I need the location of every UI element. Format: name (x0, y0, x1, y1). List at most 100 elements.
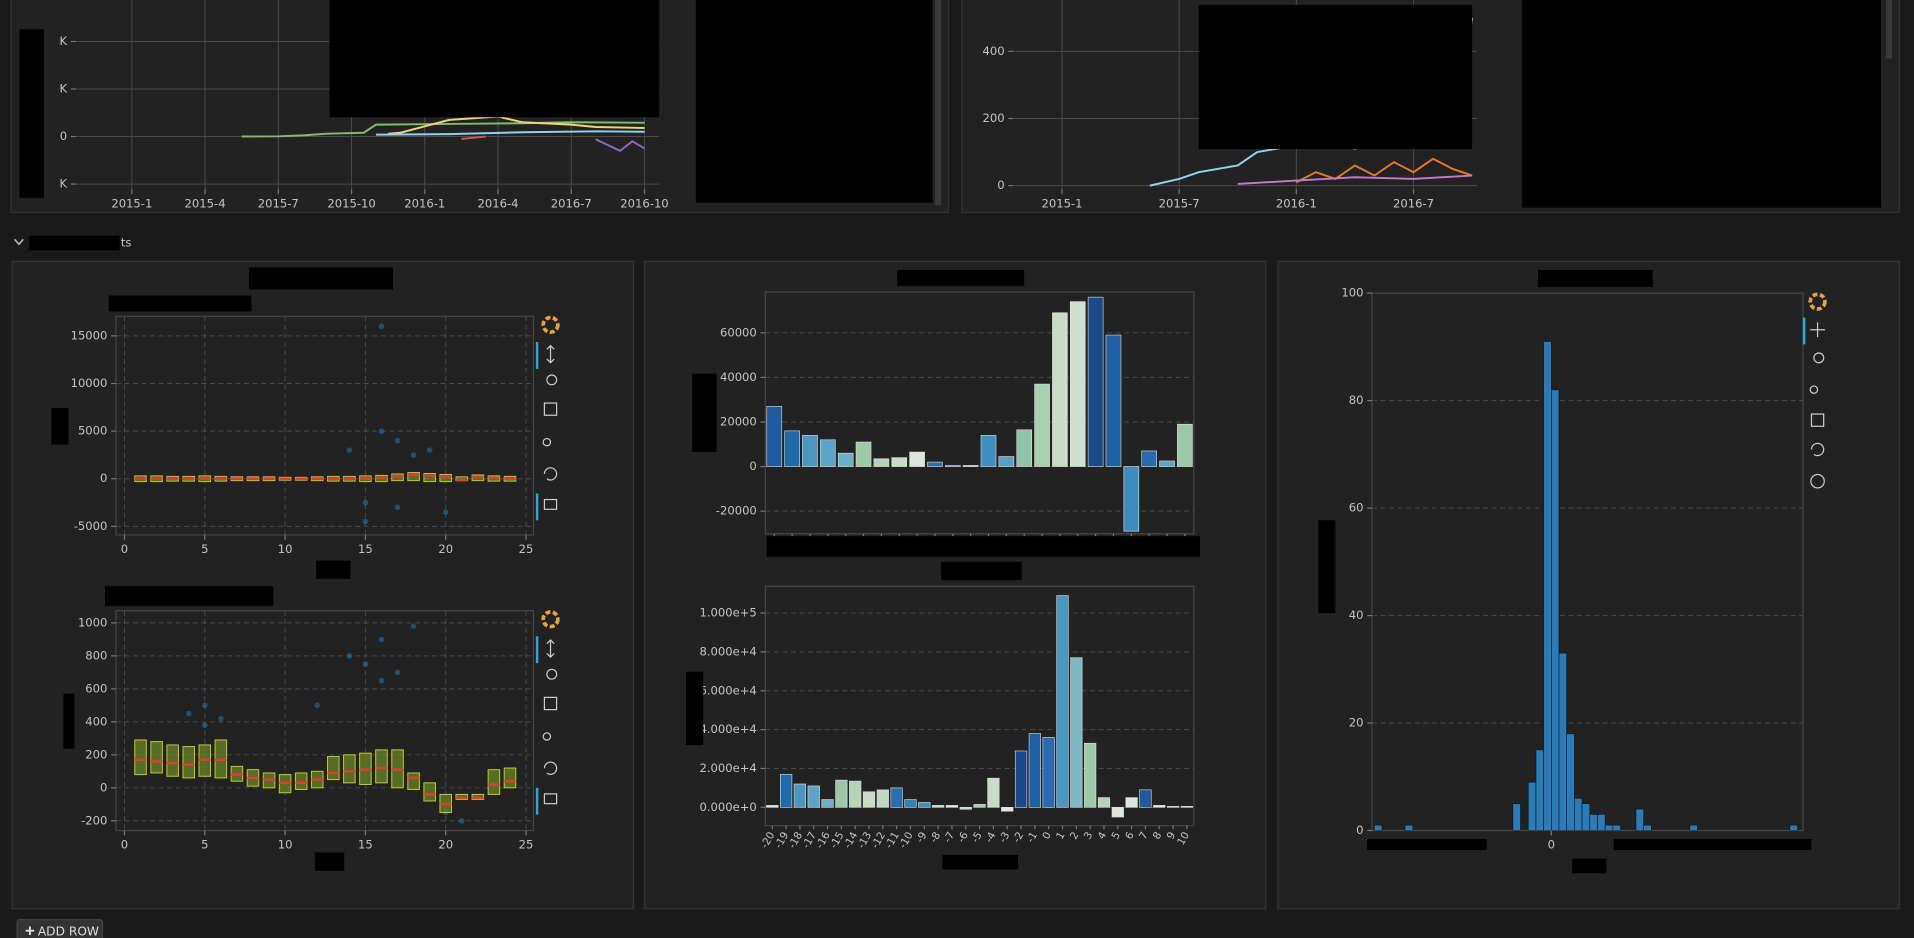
button-label[interactable]: ADD ROW (38, 924, 99, 938)
redaction (1538, 269, 1653, 288)
y-tick-label: 40000 (720, 370, 757, 384)
y-tick-label: 8.000e+4 (699, 644, 756, 658)
scatter-point (201, 702, 208, 709)
box (166, 744, 179, 777)
panel (643, 260, 1267, 910)
redaction (897, 269, 1025, 286)
x-tick-label: 9 (1165, 830, 1179, 842)
bar (980, 435, 997, 467)
bar (932, 805, 945, 808)
x-tick-label: 10 (1175, 830, 1192, 847)
bar (998, 456, 1015, 467)
wheel-tool[interactable] (1809, 385, 1819, 394)
bar (1001, 807, 1014, 812)
redactions (19, 0, 1882, 874)
scrollbar[interactable] (935, 0, 942, 206)
redaction (1318, 520, 1336, 614)
bar (959, 807, 972, 810)
x-tick-label: 5 (201, 838, 208, 852)
x-tick-label: 20 (438, 838, 453, 852)
pan-tool[interactable] (546, 639, 555, 658)
logo[interactable] (541, 610, 560, 629)
bar (918, 802, 931, 808)
active-marker (535, 341, 539, 369)
x-tick-label: 2015-4 (185, 196, 226, 210)
button-bg[interactable] (16, 919, 104, 938)
zoom-tool[interactable] (546, 668, 558, 680)
box (150, 741, 163, 774)
y-tick-label: 400 (983, 44, 1005, 58)
redaction (1367, 839, 1487, 851)
box (343, 754, 356, 784)
toolbar (1802, 292, 1827, 489)
y-tick-label: -5000 (74, 519, 108, 533)
x-tick-label: 2015-7 (258, 196, 299, 210)
reset-tool[interactable] (1810, 442, 1825, 457)
y-tick-label: 10000 (71, 376, 108, 390)
y-tick-label: 1.000e+5 (699, 606, 756, 620)
reset-tool[interactable] (543, 467, 558, 481)
save-tool[interactable] (1810, 413, 1825, 427)
add-row-button[interactable]: ADD ROW (16, 919, 104, 938)
x-tick-label: 0 (121, 838, 128, 852)
y-tick-label: 0 (1356, 823, 1363, 837)
pan-tool[interactable] (1810, 322, 1825, 338)
y-tick-label: 800 (85, 648, 107, 662)
y-tick-label: 2.000e+4 (699, 761, 756, 775)
plot-frame (115, 610, 535, 832)
bar (1139, 789, 1152, 808)
plot-area (134, 323, 517, 525)
x-tick-label: 10 (278, 838, 293, 852)
x-tick-label: 8 (1151, 830, 1165, 842)
scrollbar[interactable] (1885, 0, 1893, 59)
y-tick-label: 600 (85, 681, 107, 695)
scatter-point (378, 636, 385, 643)
reset-tool[interactable] (543, 761, 558, 775)
section-title: ts (121, 236, 132, 250)
box-zoom-tool[interactable] (543, 696, 558, 711)
histogram-bar (1589, 814, 1598, 831)
plot-area (766, 296, 1193, 532)
logo[interactable] (541, 315, 560, 335)
bar (1125, 797, 1138, 808)
wheel-tool[interactable] (542, 437, 552, 447)
redaction (1613, 839, 1812, 851)
help-tool[interactable] (1810, 473, 1825, 489)
y-tick-label: 20 (1349, 716, 1364, 730)
x-tick-label: 0 (121, 542, 128, 556)
scatter-point (378, 323, 385, 330)
box (327, 755, 340, 781)
histogram-bar (1527, 781, 1537, 831)
histogram-bar (1789, 824, 1798, 831)
wheel-tool[interactable] (542, 732, 552, 741)
bar (1034, 383, 1050, 467)
box-zoom-tool[interactable] (543, 402, 558, 416)
line-series (388, 115, 645, 135)
collapse-chevron[interactable] (14, 238, 24, 246)
scatter-point (394, 437, 401, 444)
toolbar (535, 610, 560, 815)
bar (766, 805, 779, 808)
redaction (692, 373, 717, 452)
bar (1084, 742, 1097, 808)
scatter-point (362, 661, 369, 667)
y-tick-label: K (60, 34, 68, 48)
hover-tool[interactable] (543, 498, 558, 510)
pan-tool[interactable] (546, 344, 555, 364)
bar (1123, 466, 1140, 532)
x-tick-label: 10 (278, 542, 293, 556)
bar (1014, 750, 1028, 808)
logo[interactable] (1808, 292, 1827, 311)
bar (891, 457, 908, 467)
x-tick-label: 2015-10 (327, 196, 375, 210)
redaction (249, 267, 394, 290)
zoom-tool[interactable] (546, 374, 558, 386)
histogram-bar (1374, 824, 1383, 831)
bar (849, 780, 862, 808)
y-tick-label: 6.000e+4 (699, 683, 756, 697)
hover-tool[interactable] (543, 793, 558, 805)
scatter-point (378, 428, 385, 434)
x-tick-label: 2016-7 (1393, 196, 1434, 210)
zoom-tool[interactable] (1813, 352, 1825, 364)
